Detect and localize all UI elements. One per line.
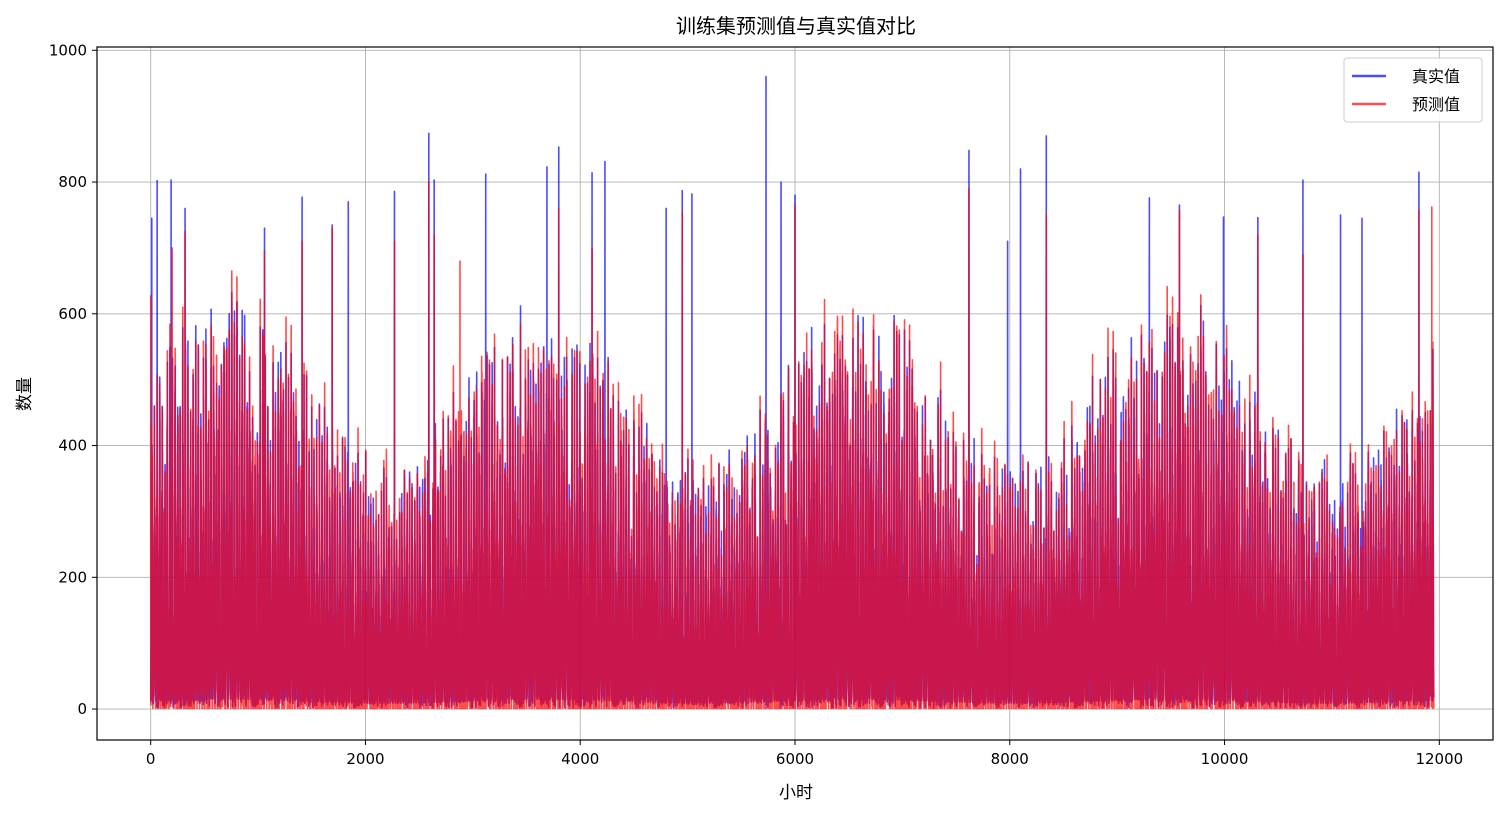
y-tick-label: 600	[58, 305, 87, 323]
y-tick-label: 1000	[49, 41, 87, 59]
x-tick-label: 10000	[1201, 750, 1249, 768]
axis-ticks: 0 2000 4000 6000 8000 10000 12000 0 200 400 600 800…	[49, 41, 1463, 768]
y-tick-label: 200	[58, 568, 87, 586]
series-line-predicted	[149, 181, 1435, 710]
legend: 真实值 预测值	[1343, 57, 1483, 123]
chart-title: 训练集预测值与真实值对比	[676, 14, 916, 38]
y-tick-label: 0	[77, 700, 87, 718]
legend-label-actual: 真实值	[1412, 67, 1460, 86]
y-tick-label: 400	[58, 437, 87, 455]
x-tick-label: 6000	[776, 750, 814, 768]
y-axis-label: 数量	[15, 377, 35, 411]
x-tick-label: 12000	[1415, 750, 1463, 768]
x-tick-label: 4000	[561, 750, 599, 768]
y-tick-label: 800	[58, 173, 87, 191]
plot-series	[149, 75, 1435, 710]
x-tick-label: 2000	[346, 750, 384, 768]
x-tick-label: 0	[146, 750, 156, 768]
x-axis-label: 小时	[779, 783, 813, 803]
legend-label-predicted: 预测值	[1412, 95, 1460, 114]
legend-box	[1343, 57, 1483, 123]
x-tick-label: 8000	[991, 750, 1029, 768]
